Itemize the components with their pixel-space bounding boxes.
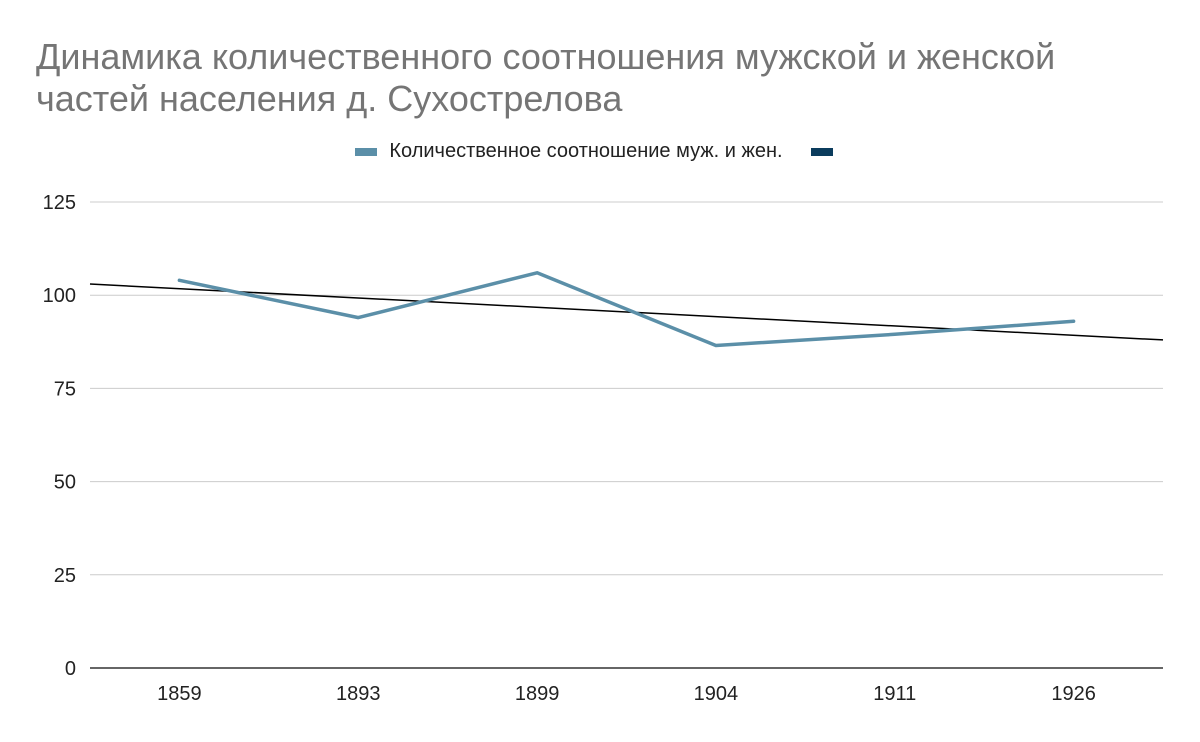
legend-swatch-ratio (355, 147, 378, 156)
chart-title: Динамика количественного соотношения муж… (36, 36, 1056, 119)
legend-swatch-trendline (810, 147, 833, 156)
legend-label-ratio: Количественное соотношение муж. и жен. (389, 140, 783, 162)
y-axis-ticks: 0 25 50 75 100 125 (43, 192, 76, 680)
trendline (89, 283, 1164, 341)
x-axis-ticks: 1859 1893 1899 1904 1911 1926 (157, 683, 1096, 705)
y-tick-label-0: 0 (65, 658, 76, 680)
x-tick-label-1904: 1904 (694, 683, 739, 705)
legend-item-trendline (810, 147, 845, 156)
x-tick-label-1911: 1911 (873, 683, 916, 705)
y-tick-label-75: 75 (54, 378, 76, 400)
x-tick-label-1859: 1859 (157, 683, 202, 705)
y-tick-label-100: 100 (43, 285, 76, 307)
x-tick-label-1926: 1926 (1051, 683, 1096, 705)
y-tick-label-125: 125 (43, 192, 76, 214)
x-tick-label-1899: 1899 (515, 683, 560, 705)
y-tick-label-25: 25 (54, 565, 76, 587)
series-line-ratio (177, 271, 1076, 348)
legend-item-ratio: Количественное соотношение муж. и жен. (355, 140, 783, 163)
legend: Количественное соотношение муж. и жен. (0, 140, 1200, 163)
gridlines (90, 201, 1163, 576)
y-tick-label-50: 50 (54, 472, 76, 494)
x-tick-label-1893: 1893 (336, 683, 381, 705)
